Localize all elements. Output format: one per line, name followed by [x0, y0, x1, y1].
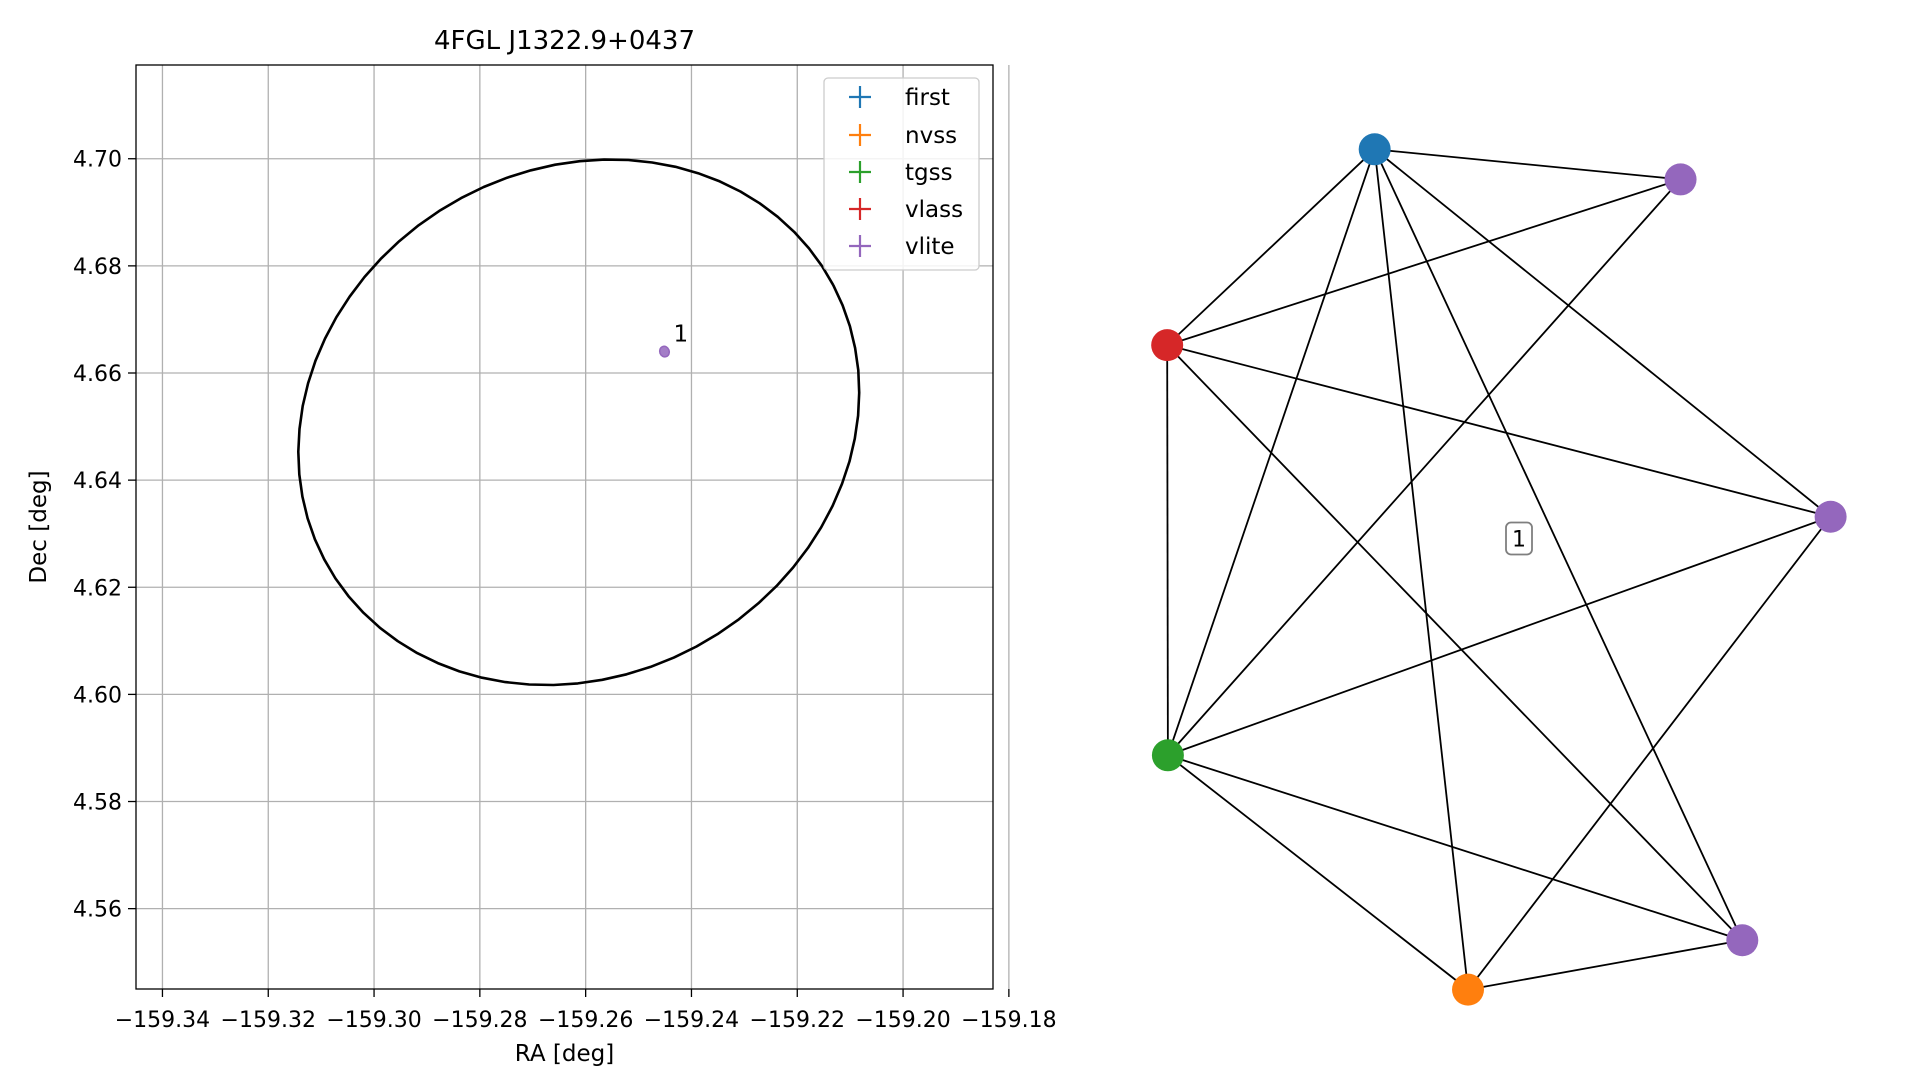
network-edge [1166, 345, 1169, 756]
network-node-purple_bottom [1726, 924, 1759, 957]
x-tick-label: −159.20 [855, 1008, 950, 1033]
localization-ellipse [296, 158, 861, 687]
y-tick-label: 4.68 [73, 255, 122, 280]
network-edge [1166, 148, 1376, 346]
y-axis-label: Dec [deg] [26, 470, 52, 583]
network-edge [1167, 754, 1743, 942]
network-edge [1467, 939, 1743, 991]
radio-sources: 1 [658, 322, 688, 358]
localization-ellipse-group [296, 158, 861, 687]
network-edge [1167, 754, 1469, 991]
legend-entry-vlite: vlite [849, 234, 955, 260]
x-tick-label: −159.18 [961, 1008, 1056, 1033]
y-tick-label: 4.64 [73, 469, 122, 494]
network-edge [1166, 178, 1681, 347]
x-tick-label: −159.32 [221, 1008, 316, 1033]
y-tick-label: 4.58 [73, 791, 122, 816]
chart-title: 4FGL J1322.9+0437 [434, 26, 695, 56]
network-annotation-box [1505, 521, 1533, 556]
network-node-red [1151, 329, 1184, 362]
association-network: 1 [1151, 133, 1847, 1006]
legend-label-vlass: vlass [905, 197, 963, 223]
legend: first nvss tgss vlass vlite [823, 77, 980, 271]
y-tick-label: 4.56 [73, 898, 122, 923]
network-node-purple_right [1814, 500, 1847, 533]
network-edge [1166, 344, 1831, 518]
legend-label-vlite: vlite [905, 234, 955, 260]
y-tick-label: 4.60 [73, 683, 122, 708]
network-edge [1167, 178, 1682, 756]
x-tick-label: −159.26 [538, 1008, 633, 1033]
x-tick-label: −159.22 [750, 1008, 845, 1033]
legend-box [823, 77, 980, 271]
x-tick-label: −159.28 [432, 1008, 527, 1033]
y-tick-label: 4.62 [73, 576, 122, 601]
network-annotation-label: 1 [1512, 528, 1526, 553]
network-edge [1167, 515, 1831, 757]
x-tick-label: −159.24 [644, 1008, 739, 1033]
legend-label-tgss: tgss [905, 160, 953, 186]
network-nodes [1151, 133, 1847, 1006]
network-node-purple_top [1664, 163, 1697, 196]
y-axis-ticks: 4.56 4.58 4.60 4.62 4.64 4.66 4.68 4.70 [73, 148, 136, 923]
y-tick-label: 4.66 [73, 362, 122, 387]
network-edge [1166, 344, 1743, 941]
x-axis-label: RA [deg] [515, 1041, 614, 1067]
network-annotation: 1 [1505, 521, 1533, 556]
sky-position-plot: 1 −159.34 −159.32 −159.30 −159.28 −159.26 −15… [26, 26, 1057, 1067]
y-tick-label: 4.70 [73, 148, 122, 173]
network-edge [1374, 148, 1832, 518]
network-node-orange [1452, 973, 1485, 1006]
x-tick-label: −159.34 [115, 1008, 210, 1033]
radio-source-ellipse [658, 345, 671, 358]
legend-label-nvss: nvss [905, 123, 957, 149]
plot-frame [135, 64, 994, 990]
network-edge [1373, 148, 1744, 941]
x-tick-label: −159.30 [326, 1008, 421, 1033]
x-axis-ticks: −159.34 −159.32 −159.30 −159.28 −159.26 −159.… [115, 989, 1057, 1033]
network-edge [1374, 148, 1681, 181]
network-edge [1373, 149, 1469, 990]
network-edge [1467, 516, 1832, 991]
network-node-green [1151, 739, 1184, 772]
network-edges [1166, 148, 1832, 991]
legend-entry-vlass: vlass [849, 197, 963, 223]
network-node-blue [1358, 133, 1391, 166]
legend-entry-nvss: nvss [849, 123, 957, 149]
legend-label-first: first [905, 85, 950, 111]
legend-entry-first: first [849, 85, 950, 111]
radio-source-label: 1 [673, 322, 688, 348]
legend-entry-tgss: tgss [849, 160, 953, 186]
